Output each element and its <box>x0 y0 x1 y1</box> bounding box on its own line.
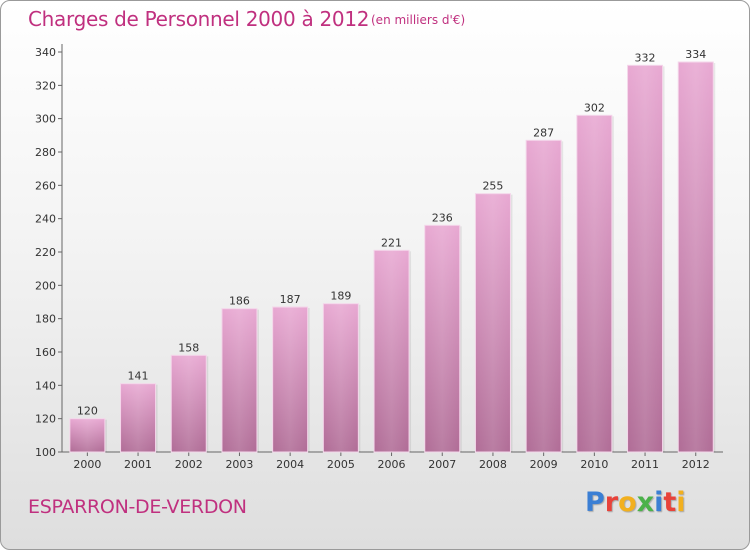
x-tick-label: 2012 <box>682 458 710 471</box>
chart-title: Charges de Personnel 2000 à 2012 <box>28 7 370 31</box>
data-label: 221 <box>381 236 402 249</box>
bar-highlight <box>627 65 663 452</box>
logo-letter: o <box>618 487 637 518</box>
data-label: 236 <box>432 211 453 224</box>
y-tick-label: 120 <box>35 413 56 426</box>
x-tick-label: 2009 <box>530 458 558 471</box>
bar-highlight <box>323 303 359 452</box>
logo-letter: i <box>654 487 664 518</box>
y-tick-label: 160 <box>35 346 56 359</box>
y-tick-label: 140 <box>35 379 56 392</box>
y-tick-label: 220 <box>35 246 56 259</box>
bar-highlight <box>221 308 257 452</box>
bar-highlight <box>475 193 511 452</box>
logo-letter: r <box>604 487 619 518</box>
x-tick-label: 2000 <box>73 458 101 471</box>
y-tick-label: 320 <box>35 79 56 92</box>
logo-letter: t <box>663 487 677 518</box>
logo-letter: P <box>585 487 605 518</box>
data-label: 334 <box>685 48 706 61</box>
y-tick-label: 260 <box>35 179 56 192</box>
data-label: 332 <box>635 51 656 64</box>
x-tick-label: 2008 <box>479 458 507 471</box>
y-tick-label: 300 <box>35 113 56 126</box>
data-label: 187 <box>280 293 301 306</box>
x-tick-label: 2006 <box>378 458 406 471</box>
x-tick-label: 2007 <box>428 458 456 471</box>
x-tick-label: 2011 <box>631 458 659 471</box>
bar-highlight <box>171 355 207 452</box>
bar-highlight <box>576 115 612 452</box>
data-label: 255 <box>482 180 503 193</box>
logo-letter: i <box>676 487 686 518</box>
y-tick-label: 180 <box>35 313 56 326</box>
data-label: 158 <box>178 341 199 354</box>
data-label: 287 <box>533 126 554 139</box>
x-tick-label: 2010 <box>580 458 608 471</box>
y-tick-label: 200 <box>35 279 56 292</box>
x-tick-label: 2001 <box>124 458 152 471</box>
proxiti-logo: Proxiti <box>585 487 686 518</box>
bar-highlight <box>120 383 156 452</box>
data-label: 141 <box>128 370 149 383</box>
bar-highlight <box>424 225 460 452</box>
bar-highlight <box>272 307 308 452</box>
bar-highlight <box>526 140 562 453</box>
x-tick-label: 2003 <box>225 458 253 471</box>
y-tick-label: 100 <box>35 446 56 459</box>
chart-unit: (en milliers d'€) <box>371 13 466 27</box>
commune-name: ESPARRON-DE-VERDON <box>28 496 247 518</box>
data-label: 120 <box>77 405 98 418</box>
data-label: 189 <box>330 290 351 303</box>
x-tick-label: 2005 <box>327 458 355 471</box>
y-tick-label: 280 <box>35 146 56 159</box>
bar-highlight <box>69 418 105 452</box>
y-tick-label: 240 <box>35 213 56 226</box>
logo-letter: x <box>636 487 655 518</box>
bar-highlight <box>374 250 410 452</box>
bar-highlight <box>678 62 714 452</box>
data-label: 186 <box>229 295 250 308</box>
x-tick-label: 2002 <box>175 458 203 471</box>
y-tick-label: 340 <box>35 46 56 59</box>
data-label: 302 <box>584 101 605 114</box>
x-tick-label: 2004 <box>276 458 304 471</box>
